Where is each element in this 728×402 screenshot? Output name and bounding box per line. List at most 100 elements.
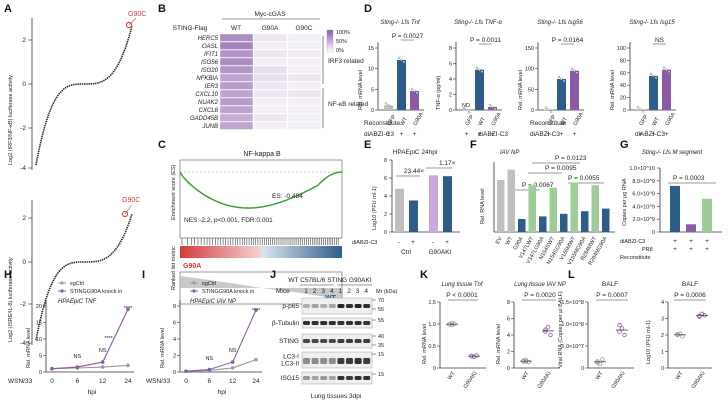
j-band (363, 358, 371, 364)
panel-label-d: D (364, 3, 372, 15)
panel-label-i: I (142, 269, 145, 281)
d-point (462, 106, 466, 110)
j-band (328, 339, 336, 343)
k1-dot (452, 321, 457, 326)
b-gene-label: OASL (202, 44, 218, 50)
d-point (410, 87, 414, 91)
c-es: ES: -0.484 (272, 193, 303, 200)
d-tick: 5 (371, 87, 374, 93)
h-series-line (51, 309, 129, 370)
i-legend-2: STINGG90A knock in (202, 289, 254, 295)
d-point (557, 75, 561, 79)
d-reconstitute-2: Reconstitute (530, 120, 567, 127)
j-band (303, 358, 310, 364)
j-band (320, 339, 328, 343)
j-mw-mark: 15 (378, 372, 384, 378)
e-bar (395, 188, 404, 232)
d-pvalue: P = 0.0164 (552, 37, 584, 44)
j-row-label: p-p65 (282, 303, 299, 310)
d-tick: 4 (449, 77, 452, 83)
e-sign-4: + (445, 239, 449, 246)
d-title: Sting-/- Lfs Tnf (380, 20, 421, 26)
k2-tick: 6 (507, 317, 510, 323)
d-point (636, 106, 640, 109)
l1-dot (595, 360, 600, 365)
d-tick: 0 (449, 108, 452, 114)
k2-tick: 4 (507, 333, 510, 339)
d-tick: 0 (371, 108, 374, 114)
j-band (311, 304, 319, 308)
c-yaxis1: Enrichment score (ES) (171, 165, 177, 220)
f-bar (528, 185, 536, 232)
d-sign: + (413, 131, 417, 138)
a-top-tick-m4: -4 (20, 165, 26, 172)
l1-xcat: WT (595, 370, 605, 381)
i-point (230, 366, 235, 370)
d-point (475, 66, 479, 69)
b-gene-label: ISG20 (201, 68, 219, 74)
l1-dot (619, 326, 625, 331)
d-ylabel: Rel. mRNA level (518, 70, 524, 110)
h-xtick: 24 (124, 378, 132, 385)
j-lane-number: 3 (321, 288, 325, 295)
d-xcat: GFP (639, 114, 650, 127)
a-bottom-g90c-point (121, 210, 129, 218)
j-band (311, 321, 319, 325)
i-sig-mark: NS (206, 356, 214, 362)
d-point (654, 76, 658, 80)
k2-tick: 8 (507, 300, 510, 306)
d-point (570, 67, 574, 70)
j-mw-mark: 15 (378, 352, 384, 358)
h-point (126, 363, 130, 368)
b-heat-cell (287, 57, 322, 66)
e-ylabel: Log10 (PFU ml-1) (372, 186, 378, 230)
j-band (354, 339, 362, 343)
k2-xcat: G90AKI (537, 370, 553, 390)
d-point (491, 105, 494, 109)
g-sign-4: + (673, 246, 677, 253)
a-bottom-curve (35, 213, 133, 341)
b-heat-cell (219, 65, 254, 74)
a-bot-tick-0: 0 (22, 259, 26, 266)
d-ylabel: Rel. mRNA level (358, 70, 364, 110)
d-point (480, 70, 484, 73)
d-subplot-3: Sting-/- Lfs Isg56 Rel. mRNA level 150 100 5… (518, 20, 585, 138)
panel-b-heatmap: Myc-cGAS STING-Flag WT G90A G90C HERC5 OA… (173, 11, 369, 130)
d-ylabel: TNF-α (pg/ml) (436, 75, 442, 110)
d-tick: 100 (525, 67, 534, 73)
h-point (75, 365, 80, 369)
i-xtick: 12 (229, 378, 237, 385)
l2-dot (677, 331, 683, 336)
d-bar (397, 59, 406, 110)
b-heat-cell (253, 121, 288, 130)
g-pvalue: P = 0.0003 (673, 175, 705, 182)
d-bar (410, 90, 419, 110)
d-point (465, 108, 468, 112)
f-title: IAV NP (500, 150, 519, 156)
panel-label-b: B (158, 3, 166, 15)
f-bar (507, 169, 515, 232)
d-bar (384, 105, 393, 110)
f-pval-3: P = 0.0055 (568, 175, 600, 182)
g-tick: 8.0×10^9 (632, 179, 655, 185)
j-band (328, 358, 336, 364)
d-point (397, 56, 401, 60)
d-bar (649, 75, 658, 110)
a-top-ylabel: Log2 (IRF3/NF-κB) luciferase activity (8, 75, 14, 165)
e-tick: 2 (384, 212, 387, 218)
b-group-nfkb: NF-κB related (328, 101, 368, 108)
panel-label-e: E (364, 139, 371, 151)
e-fold1: 23.44× (404, 168, 424, 175)
b-heat-cell (219, 89, 254, 98)
j-band (311, 339, 319, 343)
l-ylabel-2: Log10 (PFU ml-1) (646, 320, 652, 364)
d-tick: 20 (620, 96, 626, 102)
j-lane-number: 2 (313, 288, 317, 295)
d-tick: 40 (620, 83, 626, 89)
f-bar (539, 216, 547, 232)
d-bar (557, 79, 566, 110)
d-tick: 50 (528, 87, 534, 93)
d-pvalue: P = 0.0027 (392, 33, 424, 40)
j-lane-number: 2 (347, 288, 351, 295)
g-bar (702, 198, 712, 232)
